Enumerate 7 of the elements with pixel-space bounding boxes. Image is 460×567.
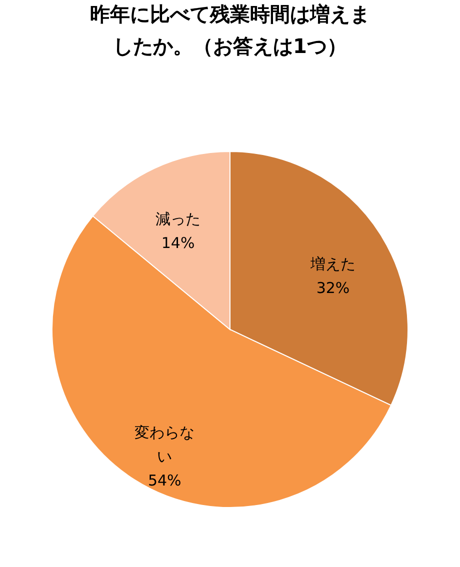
data-label: 32% (316, 279, 350, 298)
data-label: 14% (161, 234, 195, 252)
slice-label: 増えた (310, 255, 356, 274)
data-label: 54% (148, 472, 182, 490)
slice-label: 減った (156, 210, 201, 228)
slice-label: 変わらない (134, 424, 195, 466)
chart-title: 昨年に比べて残業時間は増えましたか。（お答えは1つ） (90, 2, 370, 58)
